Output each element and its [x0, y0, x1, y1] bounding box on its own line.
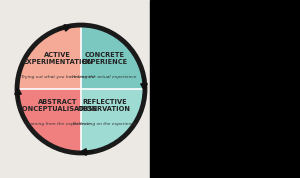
- Text: Having the actual experience: Having the actual experience: [72, 75, 137, 79]
- Wedge shape: [81, 89, 145, 153]
- Text: ABSTRACT
CONCEPTUALISATION: ABSTRACT CONCEPTUALISATION: [17, 99, 98, 112]
- Text: Learning from the experience: Learning from the experience: [25, 122, 90, 126]
- Wedge shape: [81, 25, 145, 89]
- Wedge shape: [17, 89, 81, 153]
- Text: ACTIVE
EXPERIMENTATION: ACTIVE EXPERIMENTATION: [22, 52, 93, 65]
- Text: Trying out what you have learned: Trying out what you have learned: [21, 75, 94, 79]
- Wedge shape: [17, 25, 81, 89]
- Text: Reflecting on the experience: Reflecting on the experience: [73, 122, 136, 126]
- Text: REFLECTIVE
OBSERVATION: REFLECTIVE OBSERVATION: [78, 99, 131, 112]
- Text: CONCRETE
EXPERIENCE: CONCRETE EXPERIENCE: [82, 52, 128, 65]
